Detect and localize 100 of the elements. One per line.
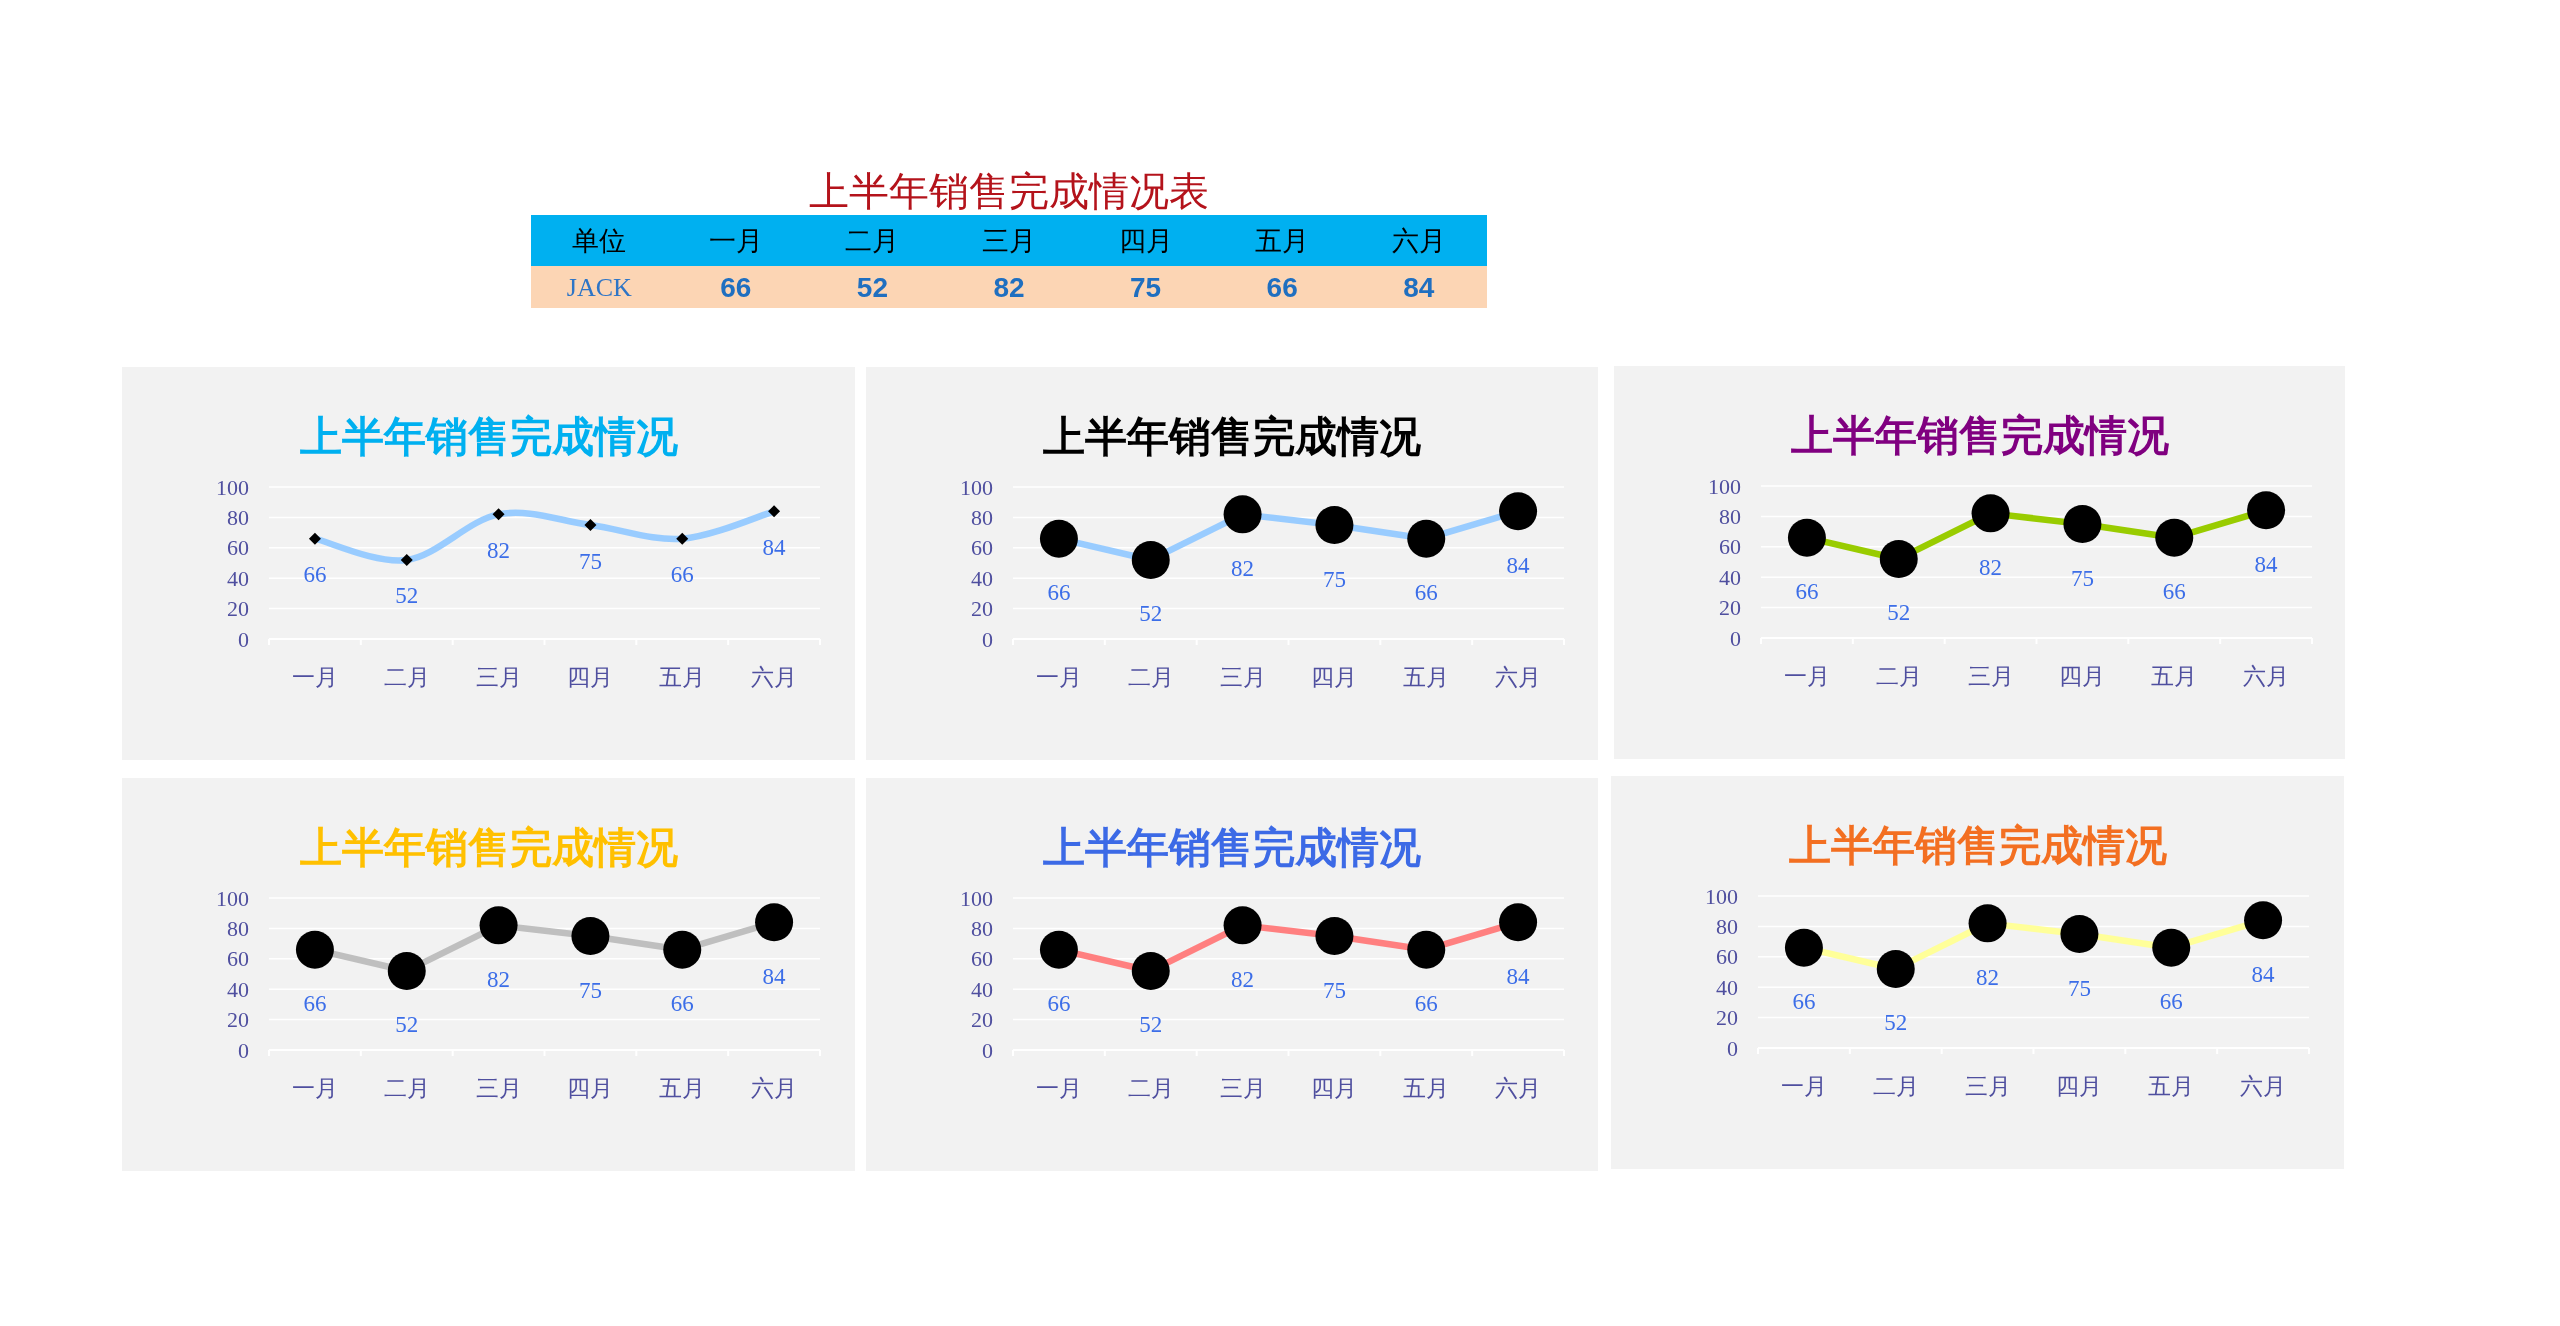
y-tick-label: 60 (227, 535, 249, 561)
y-tick-label: 0 (238, 626, 249, 652)
y-tick-label: 100 (1708, 473, 1741, 499)
data-label: 84 (2254, 551, 2279, 577)
data-label: 52 (1139, 1012, 1163, 1038)
x-tick-label: 一月 (291, 1075, 338, 1101)
category-label: 五月 (1255, 225, 1310, 256)
data-label: 52 (1139, 601, 1163, 627)
data-label: 52 (1884, 1010, 1908, 1036)
data-label: 82 (993, 271, 1025, 303)
y-tick-label: 60 (1716, 944, 1738, 970)
y-tick-label: 80 (971, 504, 993, 530)
data-label: 66 (670, 991, 694, 1017)
x-tick-label: 六月 (751, 1075, 798, 1101)
data-label: 75 (1322, 977, 1346, 1003)
x-tick-label: 一月 (1035, 664, 1082, 690)
data-label: 66 (303, 562, 327, 588)
category-label: 二月 (845, 225, 900, 256)
x-tick-label: 二月 (383, 1075, 430, 1101)
x-tick-label: 三月 (1219, 664, 1266, 690)
data-label: 66 (1047, 580, 1071, 606)
y-tick-label: 20 (1716, 1005, 1738, 1031)
y-tick-label: 100 (960, 885, 993, 911)
x-tick-label: 五月 (1403, 664, 1450, 690)
data-label: 82 (1231, 555, 1255, 581)
category-label: 六月 (1391, 225, 1446, 256)
data-label: 82 (1976, 964, 2000, 990)
data-label: 66 (2162, 579, 2186, 605)
y-tick-label: 20 (227, 596, 249, 622)
y-tick-label: 100 (1705, 883, 1738, 909)
x-tick-label: 五月 (1403, 1075, 1450, 1101)
data-label: 75 (578, 548, 602, 574)
data-label: 66 (720, 271, 752, 303)
x-tick-label: 五月 (659, 664, 706, 690)
category-label: 四月 (1118, 225, 1173, 256)
y-tick-label: 100 (960, 474, 993, 500)
x-tick-label: 二月 (383, 664, 430, 690)
x-tick-label: 二月 (1127, 664, 1174, 690)
data-label: 66 (1795, 579, 1819, 605)
y-tick-label: 80 (971, 915, 993, 941)
y-tick-label: 40 (971, 565, 993, 591)
y-tick-label: 80 (227, 915, 249, 941)
x-tick-label: 六月 (1495, 1075, 1542, 1101)
x-tick-label: 三月 (475, 1075, 522, 1101)
y-tick-label: 40 (227, 565, 249, 591)
y-tick-label: 20 (971, 596, 993, 622)
data-label: 84 (1506, 963, 1531, 989)
x-tick-label: 一月 (291, 664, 338, 690)
y-tick-label: 60 (971, 535, 993, 561)
y-tick-label: 40 (227, 976, 249, 1002)
x-tick-label: 三月 (1219, 1075, 1266, 1101)
y-tick-label: 60 (971, 946, 993, 972)
data-label: 84 (2251, 961, 2276, 987)
x-tick-label: 二月 (1875, 663, 1922, 689)
y-tick-label: 0 (1727, 1035, 1738, 1061)
data-label: 75 (1322, 566, 1346, 592)
y-tick-label: 20 (227, 1007, 249, 1033)
x-tick-label: 三月 (1967, 663, 2014, 689)
y-tick-label: 100 (216, 885, 249, 911)
x-tick-label: 五月 (659, 1075, 706, 1101)
y-tick-label: 0 (982, 1037, 993, 1063)
y-tick-label: 0 (238, 1037, 249, 1063)
data-label: 75 (2067, 975, 2091, 1001)
data-label: 84 (762, 534, 787, 560)
chart-title: 上半年销售完成情况 (298, 413, 678, 460)
y-tick-label: 20 (1719, 595, 1741, 621)
series-label: JACK (566, 272, 633, 302)
data-label: 52 (1887, 600, 1911, 626)
x-tick-label: 四月 (567, 1075, 614, 1101)
x-tick-label: 二月 (1872, 1073, 1919, 1099)
x-tick-label: 一月 (1783, 663, 1830, 689)
x-tick-label: 六月 (2240, 1073, 2287, 1099)
y-tick-label: 100 (216, 474, 249, 500)
x-tick-label: 五月 (2151, 663, 2198, 689)
data-label: 52 (395, 1012, 419, 1038)
data-label: 84 (1403, 271, 1435, 303)
x-tick-label: 一月 (1035, 1075, 1082, 1101)
y-tick-label: 40 (1716, 974, 1738, 1000)
y-tick-label: 80 (1719, 503, 1741, 529)
chart-title: 上半年销售完成情况 (1042, 413, 1421, 460)
data-label: 82 (1979, 554, 2003, 580)
x-tick-label: 四月 (567, 664, 614, 690)
x-tick-label: 三月 (1964, 1073, 2011, 1099)
legend-title: 单位 (572, 225, 627, 256)
data-label: 75 (2070, 565, 2094, 591)
x-tick-label: 一月 (1780, 1073, 1827, 1099)
x-tick-label: 四月 (1311, 1075, 1358, 1101)
x-tick-label: 六月 (751, 664, 798, 690)
data-label: 75 (1129, 271, 1162, 303)
data-label: 66 (1047, 991, 1071, 1017)
x-tick-label: 三月 (475, 664, 522, 690)
x-tick-label: 二月 (1127, 1075, 1174, 1101)
y-tick-label: 40 (971, 976, 993, 1002)
category-label: 一月 (708, 225, 763, 256)
data-label: 82 (487, 537, 511, 563)
chart-title: 上半年销售完成情况 (1789, 412, 2169, 459)
category-label: 三月 (982, 225, 1036, 256)
y-tick-label: 0 (982, 626, 993, 652)
chart-title: 上半年销售完成情况 (1042, 824, 1421, 871)
x-tick-label: 六月 (1495, 664, 1542, 690)
